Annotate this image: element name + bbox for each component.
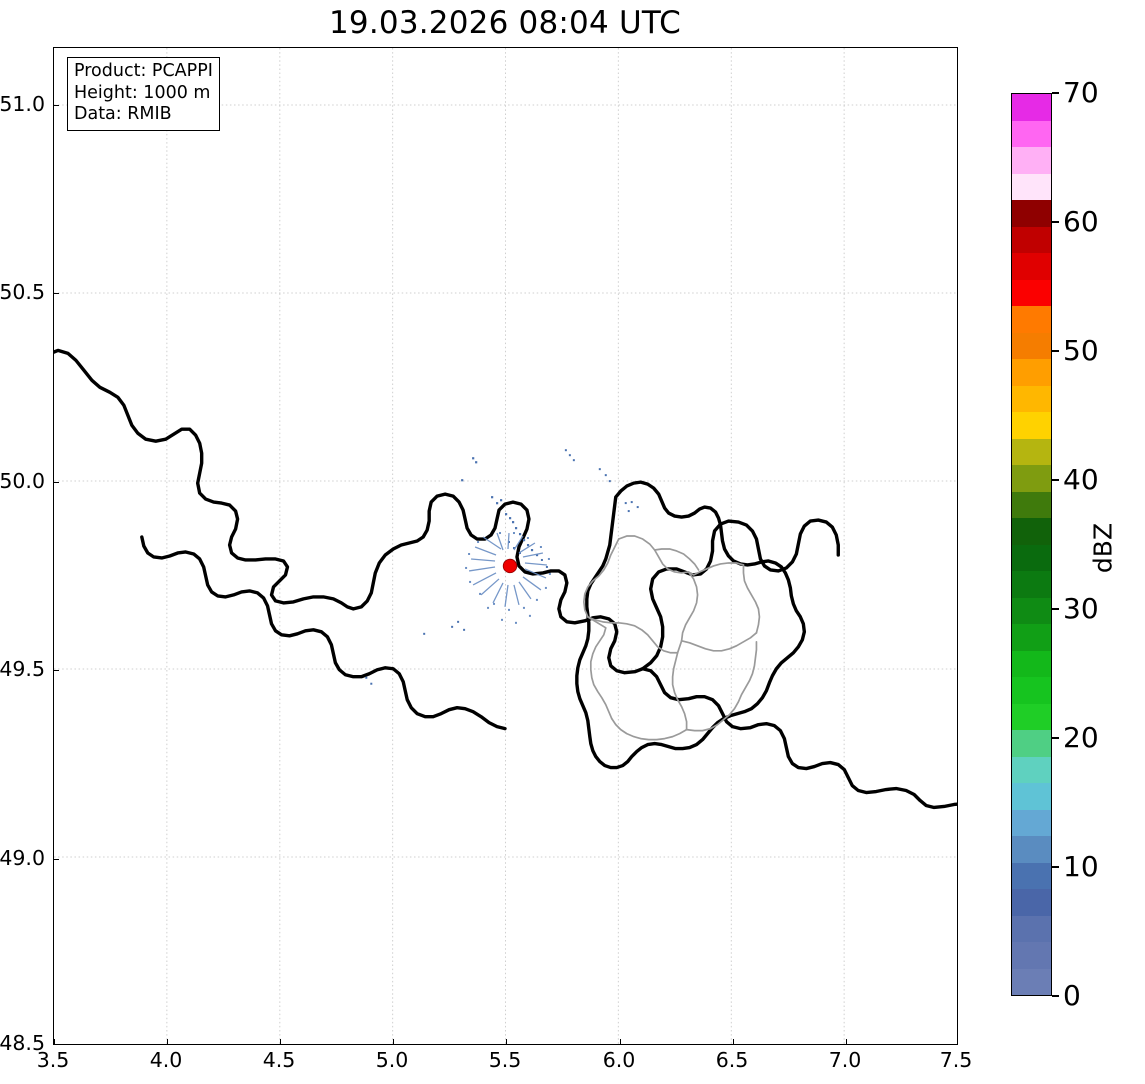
colorbar-tick-mark — [1052, 608, 1059, 610]
ytick-text: 50.5 — [0, 280, 45, 304]
colorbar-band — [1012, 359, 1051, 386]
map-outline-layer — [54, 348, 957, 810]
colorbar-band — [1012, 200, 1051, 227]
colorbar-tick-label: 10 — [1063, 850, 1099, 883]
xtick-label: 7.0 — [828, 1048, 862, 1072]
page-title: 19.03.2026 08:04 UTC — [329, 5, 681, 41]
radar-echo-layer — [365, 449, 639, 685]
xtick-label: 5.0 — [375, 1048, 409, 1072]
colorbar-tick-mark — [1052, 866, 1059, 868]
colorbar-band — [1012, 942, 1051, 969]
colorbar-band — [1012, 518, 1051, 545]
ytick-mark — [54, 105, 59, 106]
ytick-text: 51.0 — [0, 92, 45, 116]
colorbar-band — [1012, 385, 1051, 412]
xtick-label: 5.5 — [488, 1048, 522, 1072]
colorbar-band — [1012, 120, 1051, 147]
colorbar-tick-mark — [1052, 221, 1059, 223]
ytick-mark — [54, 670, 59, 671]
colorbar-band — [1012, 279, 1051, 306]
colorbar-band — [1012, 650, 1051, 677]
colorbar-band — [1012, 836, 1051, 863]
xtick-mark — [620, 1039, 621, 1044]
ytick-text: 49.5 — [0, 657, 45, 681]
colorbar-gradient — [1011, 93, 1052, 996]
colorbar-band — [1012, 730, 1051, 757]
xtick-mark — [54, 1039, 55, 1044]
colorbar-band — [1012, 412, 1051, 439]
colorbar-band — [1012, 968, 1051, 995]
colorbar-band — [1012, 756, 1051, 783]
ytick-mark — [53, 1044, 59, 1045]
colorbar-band — [1012, 544, 1051, 571]
colorbar-tick-label: 50 — [1063, 334, 1099, 367]
colorbar-band — [1012, 703, 1051, 730]
info-height: Height: 1000 m — [74, 82, 211, 103]
colorbar-band — [1012, 624, 1051, 651]
colorbar-band — [1012, 915, 1051, 942]
colorbar-tick-label: 70 — [1063, 76, 1099, 109]
colorbar-tick-label: 20 — [1063, 721, 1099, 754]
colorbar-band — [1012, 147, 1051, 174]
colorbar-tick-label: 30 — [1063, 592, 1099, 625]
colorbar-band — [1012, 889, 1051, 916]
colorbar-tick-mark — [1052, 92, 1059, 94]
colorbar-band — [1012, 94, 1051, 121]
colorbar-tick-mark — [1052, 737, 1059, 739]
radar-plot-area[interactable]: Product: PCAPPI Height: 1000 m Data: RMI… — [53, 47, 958, 1045]
colorbar-tick-mark — [1052, 479, 1059, 481]
colorbar-tick-label: 0 — [1063, 979, 1081, 1012]
ytick-text: 49.0 — [0, 846, 45, 870]
xtick-label: 6.0 — [602, 1048, 636, 1072]
colorbar[interactable]: 0 10 20 30 40 50 60 70 — [1011, 79, 1099, 1010]
colorbar-band — [1012, 332, 1051, 359]
info-product: Product: PCAPPI — [74, 61, 213, 81]
ytick-text: 50.0 — [0, 469, 45, 493]
colorbar-tick-mark — [1052, 995, 1059, 997]
xtick-mark — [846, 1039, 847, 1044]
ytick-text: 48.5 — [0, 1031, 45, 1055]
colorbar-band — [1012, 226, 1051, 253]
xtick-label: 4.0 — [149, 1048, 183, 1072]
xtick-mark — [393, 1039, 394, 1044]
colorbar-band — [1012, 491, 1051, 518]
colorbar-band — [1012, 809, 1051, 836]
product-info-box: Product: PCAPPI Height: 1000 m Data: RMI… — [67, 57, 220, 131]
colorbar-band — [1012, 862, 1051, 889]
info-data: Data: RMIB — [74, 104, 172, 124]
colorbar-band — [1012, 783, 1051, 810]
xtick-mark — [506, 1039, 507, 1044]
colorbar-band — [1012, 438, 1051, 465]
xtick-label: 4.5 — [262, 1048, 296, 1072]
colorbar-tick-label: 40 — [1063, 463, 1099, 496]
ytick-mark — [54, 293, 59, 294]
colorbar-band — [1012, 597, 1051, 624]
colorbar-band — [1012, 253, 1051, 280]
colorbar-band — [1012, 677, 1051, 704]
colorbar-axis-label: dBZ — [1088, 522, 1118, 574]
xtick-label: 6.5 — [715, 1048, 749, 1072]
xtick-label: 3.5 — [36, 1048, 70, 1072]
ytick-mark — [54, 859, 59, 860]
colorbar-band — [1012, 465, 1051, 492]
colorbar-band — [1012, 306, 1051, 333]
xtick-label: 7.5 — [939, 1048, 973, 1072]
colorbar-tick-label: 60 — [1063, 205, 1099, 238]
xtick-mark — [733, 1039, 734, 1044]
ytick-mark — [54, 482, 59, 483]
colorbar-band — [1012, 571, 1051, 598]
colorbar-band — [1012, 173, 1051, 200]
colorbar-tick-mark — [1052, 350, 1059, 352]
xtick-mark — [957, 1039, 958, 1045]
xtick-mark — [167, 1039, 168, 1044]
xtick-mark — [280, 1039, 281, 1044]
